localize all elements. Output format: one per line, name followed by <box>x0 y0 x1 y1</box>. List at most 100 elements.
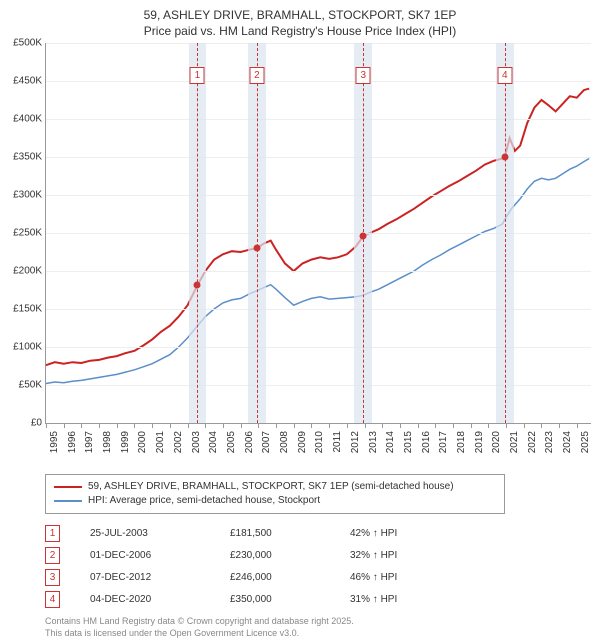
xtick-label: 1997 <box>84 431 95 453</box>
sale-dashed-line <box>257 43 258 423</box>
xtick <box>329 423 330 428</box>
sales-row-price: £181,500 <box>230 528 320 539</box>
xtick <box>524 423 525 428</box>
xtick <box>311 423 312 428</box>
xtick-label: 2010 <box>314 431 325 453</box>
ytick-label: £250K <box>13 228 42 239</box>
xtick <box>223 423 224 428</box>
xtick-label: 2006 <box>244 431 255 453</box>
xtick-label: 2013 <box>368 431 379 453</box>
xtick-label: 2009 <box>297 431 308 453</box>
ytick-label: £200K <box>13 266 42 277</box>
xtick-label: 2018 <box>456 431 467 453</box>
xtick <box>382 423 383 428</box>
sale-marker: 3 <box>356 67 371 84</box>
legend-label-1: 59, ASHLEY DRIVE, BRAMHALL, STOCKPORT, S… <box>88 481 454 492</box>
sale-marker: 1 <box>190 67 205 84</box>
sales-row-date: 01-DEC-2006 <box>90 550 200 561</box>
legend-swatch-2 <box>54 500 82 502</box>
xtick <box>435 423 436 428</box>
ytick-label: £100K <box>13 342 42 353</box>
ytick-label: £300K <box>13 190 42 201</box>
sales-row-hpi: 46% ↑ HPI <box>350 572 440 583</box>
chart-container: 59, ASHLEY DRIVE, BRAMHALL, STOCKPORT, S… <box>0 0 600 620</box>
xtick-label: 2023 <box>544 431 555 453</box>
sales-row-price: £230,000 <box>230 550 320 561</box>
sales-row-hpi: 42% ↑ HPI <box>350 528 440 539</box>
sales-row-hpi: 32% ↑ HPI <box>350 550 440 561</box>
sales-row-marker: 4 <box>45 591 60 608</box>
ytick-label: £350K <box>13 152 42 163</box>
xtick <box>400 423 401 428</box>
sales-row-price: £246,000 <box>230 572 320 583</box>
chart-title: 59, ASHLEY DRIVE, BRAMHALL, STOCKPORT, S… <box>10 8 590 39</box>
sale-point <box>360 233 367 240</box>
ytick-label: £400K <box>13 114 42 125</box>
xtick <box>64 423 65 428</box>
xtick <box>241 423 242 428</box>
xtick-label: 2020 <box>491 431 502 453</box>
sales-row: 2 01-DEC-2006 £230,000 32% ↑ HPI <box>45 544 590 566</box>
sales-row-date: 25-JUL-2003 <box>90 528 200 539</box>
xtick <box>541 423 542 428</box>
legend: 59, ASHLEY DRIVE, BRAMHALL, STOCKPORT, S… <box>45 474 505 514</box>
sale-point <box>501 154 508 161</box>
xtick <box>506 423 507 428</box>
xtick-label: 2022 <box>527 431 538 453</box>
ytick-label: £0 <box>31 418 42 429</box>
xtick-label: 2011 <box>332 431 343 453</box>
xtick <box>365 423 366 428</box>
xtick-label: 2025 <box>580 431 591 453</box>
sales-row-marker: 2 <box>45 547 60 564</box>
xtick <box>152 423 153 428</box>
xtick <box>294 423 295 428</box>
sales-row: 404-DEC-2020£350,00031% ↑ HPI <box>45 588 590 610</box>
sale-dashed-line <box>197 43 198 423</box>
sales-row-hpi: 31% ↑ HPI <box>350 594 440 605</box>
xtick-label: 1998 <box>102 431 113 453</box>
xtick <box>258 423 259 428</box>
xtick-label: 2016 <box>421 431 432 453</box>
sale-marker: 2 <box>249 67 264 84</box>
xtick <box>205 423 206 428</box>
ytick-label: £450K <box>13 76 42 87</box>
sale-marker: 4 <box>497 67 512 84</box>
ytick-label: £150K <box>13 304 42 315</box>
xtick-label: 2014 <box>385 431 396 453</box>
xtick-label: 1996 <box>67 431 78 453</box>
xtick-label: 2001 <box>155 431 166 453</box>
xtick <box>471 423 472 428</box>
xtick <box>188 423 189 428</box>
xtick <box>276 423 277 428</box>
xtick <box>117 423 118 428</box>
xtick <box>170 423 171 428</box>
xtick-label: 2021 <box>509 431 520 453</box>
credits-line-1: Contains HM Land Registry data © Crown c… <box>45 616 354 626</box>
xtick-label: 2024 <box>562 431 573 453</box>
sales-table: 1 25-JUL-2003 £181,500 42% ↑ HPI 2 01-DEC-200… <box>45 522 590 610</box>
xtick <box>347 423 348 428</box>
xtick <box>134 423 135 428</box>
xtick-label: 1995 <box>49 431 60 453</box>
xtick-label: 2012 <box>350 431 361 453</box>
xtick-label: 2003 <box>191 431 202 453</box>
xtick-label: 2008 <box>279 431 290 453</box>
sale-point <box>253 245 260 252</box>
title-line-1: 59, ASHLEY DRIVE, BRAMHALL, STOCKPORT, S… <box>144 8 457 22</box>
xtick-label: 2007 <box>261 431 272 453</box>
xtick-label: 2002 <box>173 431 184 453</box>
xtick <box>46 423 47 428</box>
plot-area: £0£50K£100K£150K£200K£250K£300K£350K£400… <box>45 43 591 424</box>
ytick-label: £50K <box>19 380 42 391</box>
xtick-label: 2004 <box>208 431 219 453</box>
legend-label-2: HPI: Average price, semi-detached house,… <box>88 495 320 506</box>
xtick-label: 2005 <box>226 431 237 453</box>
sales-row: 307-DEC-2012£246,00046% ↑ HPI <box>45 566 590 588</box>
sale-dashed-line <box>505 43 506 423</box>
xtick <box>577 423 578 428</box>
legend-row-2: HPI: Average price, semi-detached house,… <box>54 495 496 506</box>
sales-row-marker: 1 <box>45 525 60 542</box>
xtick-label: 2015 <box>403 431 414 453</box>
sales-row-date: 07-DEC-2012 <box>90 572 200 583</box>
sales-row-date: 04-DEC-2020 <box>90 594 200 605</box>
